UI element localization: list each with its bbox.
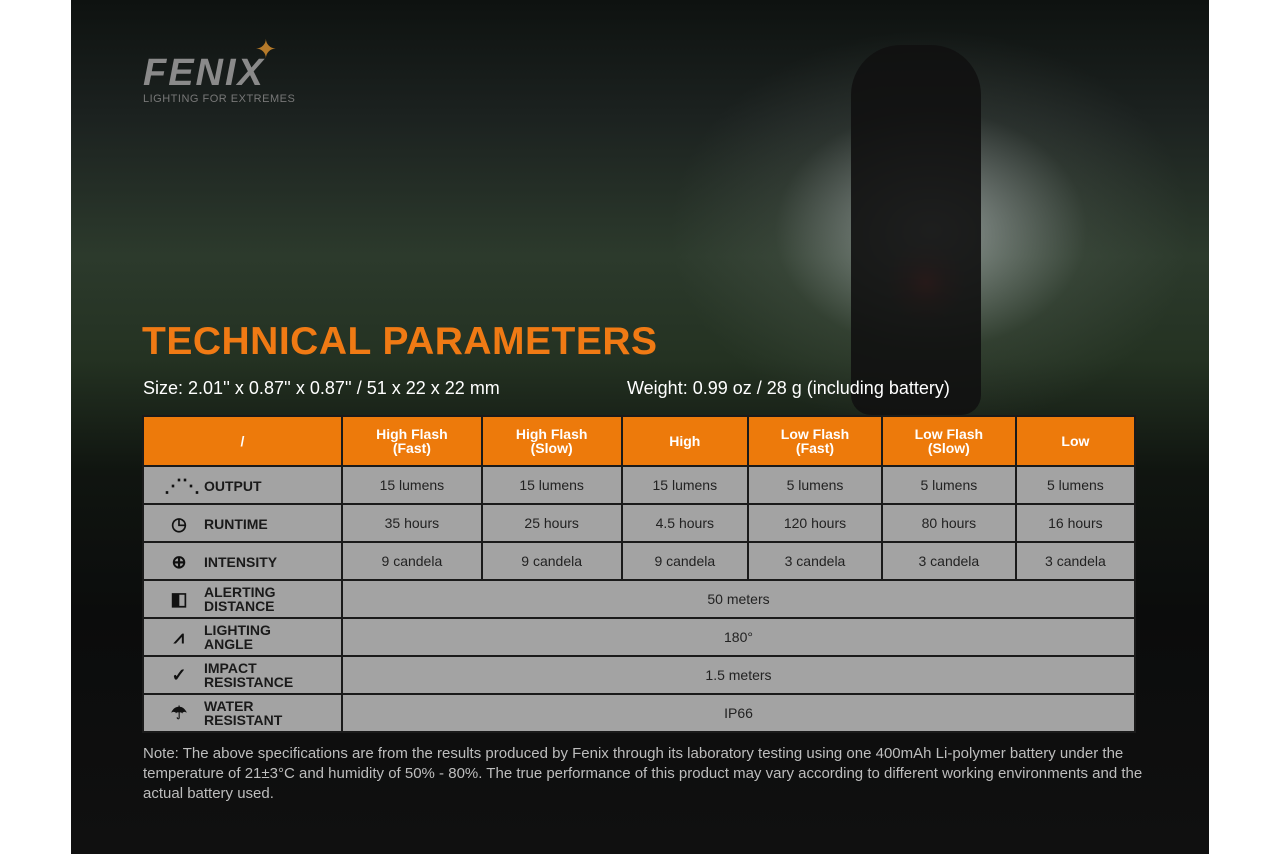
distance-icon: ◧ [170,589,188,609]
table-cell: 15 lumens [620,465,750,505]
size-spec: Size: 2.01'' x 0.87'' x 0.87'' / 51 x 22… [143,378,500,398]
mode-header-line: Low Flash [914,426,984,442]
row-label: ⩘ LIGHTING ANGLE [142,617,343,657]
table-cell: 180° [341,617,1136,657]
table-cell: 15 lumens [480,465,623,505]
fenix-logo: ✦ FENIX LIGHTING FOR EXTREMES [143,34,296,105]
row-label-text: LIGHTING [204,622,271,638]
angle-icon: ⩘ [173,627,185,647]
table-row: ☂ WATER RESISTANT IP66 [142,693,1136,733]
mode-header-line: (Fast) [392,440,431,456]
star-icon: ✦ [255,34,277,64]
mode-header-line: (Slow) [927,440,970,456]
target-icon: ⊕ [171,551,187,572]
row-label-text: INTENSITY [204,553,278,570]
row-label: ⋰⋱ OUTPUT [142,465,343,505]
output-icon: ⋰⋱ [164,475,200,496]
weight-spec: Weight: 0.99 oz / 28 g (including batter… [627,378,950,398]
table-cell: 16 hours [1014,503,1137,543]
row-label: ⊕ INTENSITY [142,541,343,581]
row-label: ◷ RUNTIME [142,503,343,543]
table-row: ◧ ALERTING DISTANCE 50 meters [142,579,1136,619]
table-row: ⩘ LIGHTING ANGLE 180° [142,617,1136,657]
row-label-text: ANGLE [204,636,253,652]
mode-header-line: High Flash [515,426,588,442]
mode-header-line: High Flash [376,426,448,442]
row-label-text: RESISTANCE [204,674,294,690]
row-label-text: RUNTIME [204,515,268,532]
table-cell: IP66 [341,693,1136,733]
table-cell: 15 lumens [341,465,483,505]
row-label-text: OUTPUT [204,477,262,494]
row-label: ✓ IMPACT RESISTANCE [142,655,343,695]
logo-tagline: LIGHTING FOR EXTREMES [143,93,296,105]
page-title: TECHNICAL PARAMETERS [142,320,658,363]
row-label-text: ALERTING [204,584,276,600]
row-label-text: IMPACT [204,660,257,676]
mode-header-line: (Slow) [530,440,573,456]
table-cell: 5 lumens [880,465,1017,505]
impact-icon: ✓ [171,665,187,685]
mode-header: High [620,415,750,467]
row-label: ◧ ALERTING DISTANCE [142,579,343,619]
table-cell: 3 candela [747,541,883,581]
row-label-text: WATER [204,698,254,714]
table-cell: 9 candela [620,541,750,581]
table-cell: 1.5 meters [341,655,1136,695]
table-row: ⊕ INTENSITY 9 candela 9 candela 9 candela 3 c… [142,541,1137,581]
table-cell: 3 candela [880,541,1017,581]
table-cell: 3 candela [1014,541,1137,581]
mode-header: High Flash (Fast) [341,415,483,467]
table-cell: 80 hours [880,503,1017,543]
logo-wordmark: FENIX [143,52,265,94]
table-cell: 4.5 hours [620,503,750,543]
table-cell: 9 candela [341,541,483,581]
footnote: Note: The above specifications are from … [143,745,1143,802]
mode-header: Low Flash (Fast) [747,415,883,467]
cyclist-silhouette [851,45,981,415]
table-cell: 35 hours [341,503,483,543]
clock-icon: ◷ [171,513,187,534]
row-label-text: DISTANCE [204,598,275,614]
table-row: ◷ RUNTIME 35 hours 25 hours 4.5 hours 120 hou… [142,503,1137,543]
poster: ✦ FENIX LIGHTING FOR EXTREMES TECHNICAL … [71,0,1209,854]
mode-header-line: High [669,433,701,449]
row-label: ☂ WATER RESISTANT [142,693,343,733]
table-cell: 5 lumens [1014,465,1137,505]
table-cell: 25 hours [480,503,623,543]
mode-header: Low Flash (Slow) [880,415,1017,467]
table-cell: 5 lumens [747,465,883,505]
mode-header-line: (Fast) [795,440,835,456]
table-row: ⋰⋱ OUTPUT 15 lumens 15 lumens 15 lumens 5 lum… [142,465,1137,505]
table-cell: 120 hours [747,503,883,543]
table-cell: 50 meters [341,579,1136,619]
table-row: ✓ IMPACT RESISTANCE 1.5 meters [142,655,1136,695]
mode-header-line: Low [1061,433,1090,449]
corner-header: / [142,415,343,467]
mode-header: Low [1014,415,1137,467]
spec-table: / High Flash (Fast) High Flash (Slow) High Low… [142,415,1137,733]
mode-header: High Flash (Slow) [480,415,623,467]
row-label-text: RESISTANT [204,712,283,728]
water-icon: ☂ [170,703,188,723]
table-cell: 9 candela [480,541,623,581]
mode-header-line: Low Flash [780,426,850,442]
